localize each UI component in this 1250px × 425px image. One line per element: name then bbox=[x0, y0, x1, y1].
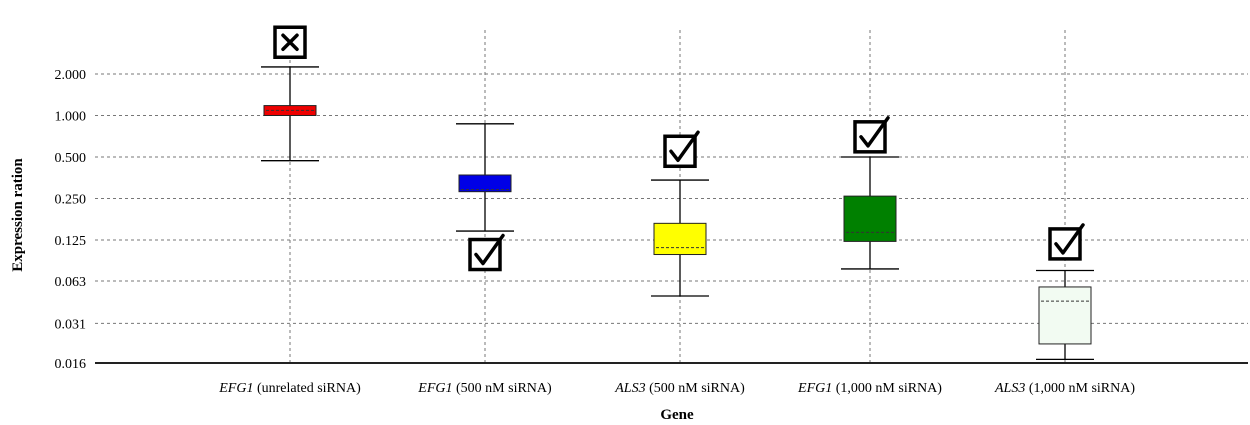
y-tick-label: 0.016 bbox=[55, 357, 87, 372]
category-label: EFG1 (1,000 nM siRNA) bbox=[797, 381, 942, 396]
interquartile-box bbox=[843, 195, 897, 242]
cross-mark-icon bbox=[273, 25, 307, 59]
category-condition: (500 nM siRNA) bbox=[646, 381, 746, 396]
category-condition: (unrelated siRNA) bbox=[253, 381, 361, 396]
y-tick-label: 0.063 bbox=[55, 275, 87, 290]
y-tick-label: 0.250 bbox=[55, 192, 87, 207]
category-gene: ALS3 bbox=[994, 381, 1025, 396]
category-gene: EFG1 bbox=[797, 381, 832, 396]
x-axis: EFG1 (unrelated siRNA) EFG1 (500 nM siRNA… bbox=[95, 362, 1248, 396]
interquartile-box bbox=[263, 105, 317, 116]
category-condition: (1,000 nM siRNA) bbox=[832, 381, 942, 396]
check-glyph bbox=[669, 130, 700, 163]
y-tick-label: 1.000 bbox=[55, 109, 87, 124]
category-gene: ALS3 bbox=[614, 381, 645, 396]
category-label: EFG1 (500 nM siRNA) bbox=[417, 381, 552, 396]
check-glyph bbox=[859, 116, 890, 148]
box-3 bbox=[651, 179, 709, 297]
y-tick-label: 0.125 bbox=[55, 234, 87, 249]
significance-marks bbox=[273, 25, 1085, 272]
interquartile-box bbox=[458, 174, 512, 193]
y-tick-label: 2.000 bbox=[55, 68, 87, 83]
category-label: ALS3 (1,000 nM siRNA) bbox=[994, 381, 1135, 396]
check-glyph bbox=[474, 233, 505, 266]
cross-glyph bbox=[281, 33, 299, 51]
category-condition: (1,000 nM siRNA) bbox=[1025, 381, 1135, 396]
x-axis-title: Gene bbox=[660, 407, 694, 423]
box-1 bbox=[261, 66, 319, 162]
category-label: EFG1 (unrelated siRNA) bbox=[218, 381, 361, 396]
box-5 bbox=[1036, 269, 1094, 361]
box-2 bbox=[456, 123, 514, 232]
category-label: ALS3 (500 nM siRNA) bbox=[614, 381, 745, 396]
check-mark-icon bbox=[663, 130, 700, 169]
category-gene: EFG1 bbox=[218, 381, 253, 396]
category-condition: (500 nM siRNA) bbox=[453, 381, 553, 396]
category-gene: EFG1 bbox=[417, 381, 452, 396]
check-mark-icon bbox=[853, 116, 890, 154]
check-mark-icon bbox=[468, 233, 505, 272]
y-axis: 2.000 1.000 0.500 0.250 0.125 0.063 0.031 0.016 bbox=[55, 68, 87, 372]
interquartile-box bbox=[653, 222, 707, 256]
box-4 bbox=[841, 156, 899, 270]
y-axis-title: Expression ration bbox=[10, 158, 26, 272]
y-tick-label: 0.500 bbox=[55, 151, 87, 166]
check-glyph bbox=[1054, 223, 1085, 255]
y-tick-label: 0.031 bbox=[55, 317, 87, 332]
box-series bbox=[261, 66, 1094, 361]
check-mark-icon bbox=[1048, 223, 1085, 261]
interquartile-box bbox=[1038, 286, 1092, 345]
